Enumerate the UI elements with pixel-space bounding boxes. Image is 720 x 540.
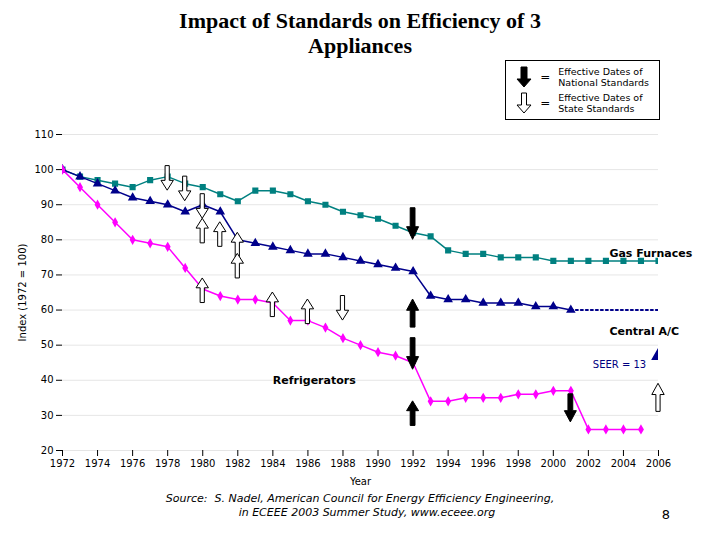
svg-text:2004: 2004 [611, 458, 636, 469]
svg-text:1986: 1986 [295, 458, 320, 469]
svg-text:90: 90 [41, 199, 54, 210]
svg-text:50: 50 [41, 339, 54, 350]
html-text:Impact of Standards on Efficie: Impact of Standards on Efficiency of 3 A… [179, 8, 541, 58]
svg-text:40: 40 [41, 374, 54, 385]
svg-text:Index (1972 = 100): Index (1972 = 100) [17, 244, 28, 342]
svg-text:2000: 2000 [541, 458, 566, 469]
svg-text:1990: 1990 [365, 458, 390, 469]
svg-text:Year: Year [349, 476, 372, 487]
svg-text:100: 100 [34, 164, 53, 175]
svg-text:1998: 1998 [506, 458, 531, 469]
svg-text:2006: 2006 [646, 458, 671, 469]
svg-text:1976: 1976 [120, 458, 145, 469]
html-text:Source: S. Nadel, American Cou: Source: S. Nadel, American Council for E… [165, 492, 555, 505]
svg-text:20: 20 [41, 445, 54, 456]
svg-text:1972: 1972 [50, 458, 75, 469]
svg-text:1984: 1984 [260, 458, 285, 469]
svg-text:1994: 1994 [435, 458, 460, 469]
svg-text:1996: 1996 [470, 458, 495, 469]
html-text:National Standards: National Standards [558, 77, 649, 88]
html-text:Effective Dates of: Effective Dates of [558, 92, 643, 103]
svg-text:1988: 1988 [330, 458, 355, 469]
svg-text:1992: 1992 [400, 458, 425, 469]
html-text:Effective Dates of: Effective Dates of [558, 66, 643, 77]
svg-text:30: 30 [41, 410, 54, 421]
svg-text:80: 80 [41, 234, 54, 245]
svg-text:2002: 2002 [576, 458, 601, 469]
svg-text:1980: 1980 [190, 458, 215, 469]
svg-text:Gas Furnaces: Gas Furnaces [609, 247, 692, 260]
svg-text:1974: 1974 [85, 458, 110, 469]
svg-text:Refrigerators: Refrigerators [273, 374, 356, 387]
html-text:in ECEEE 2003 Summer Study, ww: in ECEEE 2003 Summer Study, www.eceee.or… [224, 506, 496, 519]
svg-text:1982: 1982 [225, 458, 250, 469]
svg-text:1978: 1978 [155, 458, 180, 469]
html-text:8: 8 [661, 507, 670, 522]
svg-text:70: 70 [41, 269, 54, 280]
svg-text:Central A/C: Central A/C [609, 325, 679, 338]
html-text:State Standards: State Standards [558, 103, 635, 114]
svg-text:SEER = 13: SEER = 13 [593, 359, 646, 370]
svg-text:60: 60 [41, 304, 54, 315]
svg-text:110: 110 [34, 129, 53, 140]
